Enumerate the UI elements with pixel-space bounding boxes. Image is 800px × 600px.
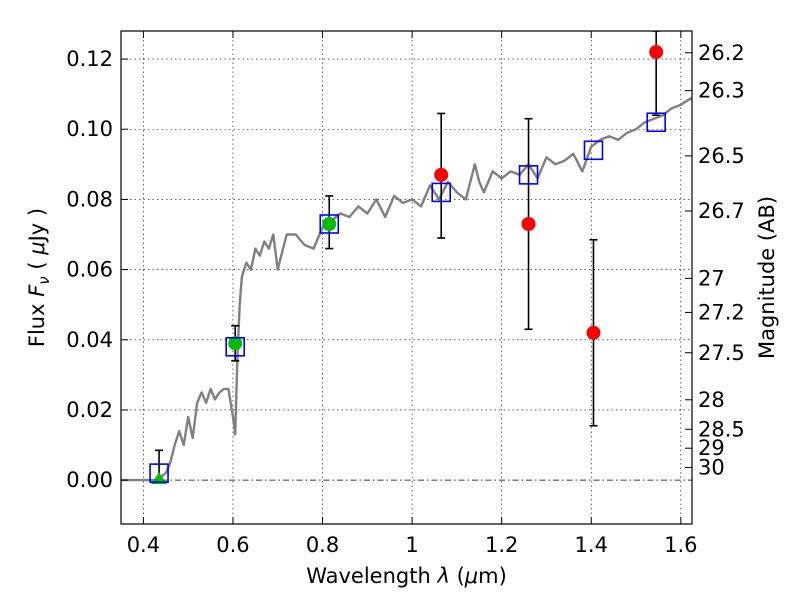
model-square-marker — [518, 165, 539, 185]
y2-tick-label: 27.5 — [698, 341, 745, 365]
x-tick-label: 1.2 — [485, 533, 518, 557]
model-square-marker — [431, 182, 452, 203]
y2-tick-label: 26.5 — [698, 144, 745, 168]
model-square-marker — [225, 337, 245, 357]
axis-ticks: 0.4 0.6 0.8 1 1.2 1.4 1.6 0.00 0.02 0.04 0.06 0.08 0… — [66, 31, 745, 557]
y2-tick-label: 26.3 — [698, 79, 745, 103]
x-tick-label: 0.8 — [306, 533, 339, 557]
secondary-y-axis-label: Magnitude (AB) — [755, 196, 779, 359]
x-tick-label: 0.6 — [216, 533, 249, 557]
green-data-point — [322, 216, 337, 231]
x-tick-label: 1.4 — [575, 533, 608, 557]
y2-tick-label: 26.2 — [698, 41, 745, 65]
y-tick-label: 0.02 — [66, 398, 113, 422]
y-tick-label: 0.04 — [66, 328, 113, 352]
y-tick-label: 0.10 — [66, 117, 113, 141]
y2-tick-label: 27 — [698, 266, 725, 290]
y2-tick-label: 30 — [698, 456, 725, 480]
y-tick-label: 0.08 — [66, 187, 113, 211]
grid — [121, 31, 692, 524]
red-data-point — [649, 45, 664, 60]
red-data-point — [521, 216, 536, 231]
x-tick-label: 1.6 — [664, 533, 697, 557]
x-tick-label: 0.4 — [127, 533, 160, 557]
y2-tick-label: 29 — [698, 436, 725, 460]
y2-tick-label: 28 — [698, 388, 725, 412]
model-square-marker — [646, 112, 666, 133]
y-tick-label: 0.06 — [66, 258, 113, 282]
y-tick-label: 0.12 — [66, 47, 113, 71]
red-data-point — [434, 167, 449, 182]
green-data-point — [228, 336, 243, 351]
plot-area — [121, 31, 692, 485]
spectrum-line — [121, 96, 692, 482]
y-tick-label: 0.00 — [66, 468, 113, 492]
y2-tick-label: 28.5 — [698, 417, 745, 441]
upper-limit-marker — [151, 472, 168, 485]
x-tick-label: 1 — [405, 533, 418, 557]
model-square-marker — [319, 214, 340, 234]
y2-tick-label: 27.2 — [698, 300, 745, 324]
red-data-point — [586, 325, 601, 340]
y-axis-label: Flux Fν ( μJy ) — [25, 208, 53, 347]
plot-frame — [120, 30, 693, 525]
model-square-marker — [149, 463, 169, 483]
x-axis-label: Wavelength λ (μm) — [306, 564, 507, 588]
model-square-marker — [583, 140, 604, 161]
y2-tick-label: 26.7 — [698, 199, 745, 223]
